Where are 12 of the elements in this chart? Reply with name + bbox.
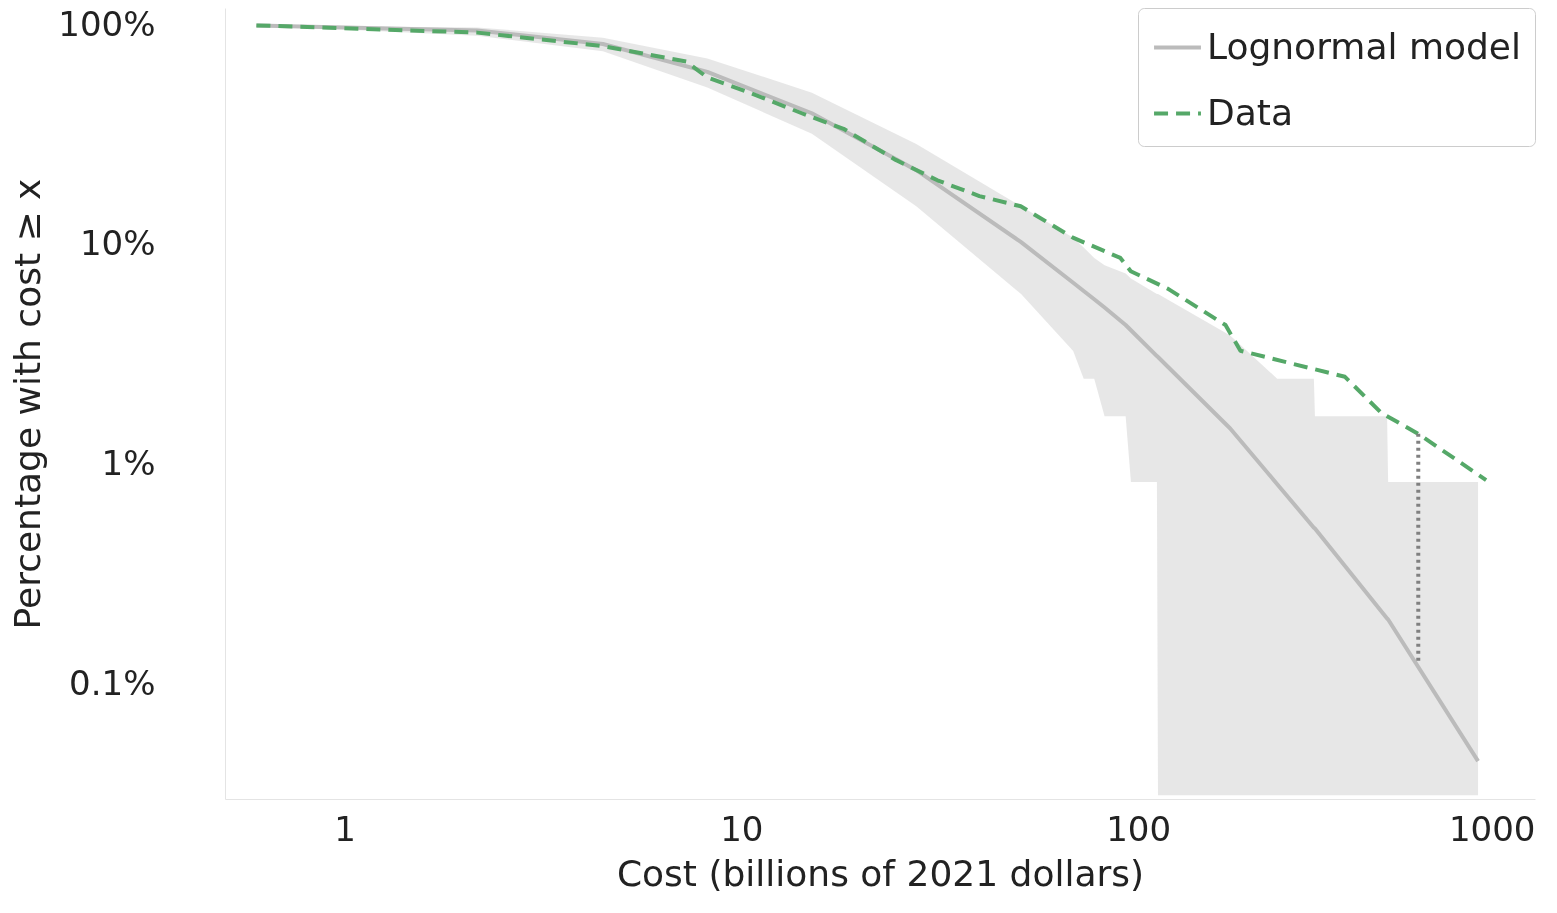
legend-label: Data (1207, 91, 1293, 133)
x-tick-label: 100 (1106, 808, 1172, 849)
y-axis-title: Percentage with cost ≥ x (7, 178, 49, 630)
x-axis-title: Cost (billions of 2021 dollars) (616, 852, 1145, 894)
y-tick-label: 1% (101, 443, 156, 484)
x-tick-label: 1 (334, 808, 356, 849)
legend-label: Lognormal model (1207, 25, 1521, 67)
y-tick-label: 0.1% (69, 662, 156, 703)
y-tick-label: 100% (58, 3, 156, 44)
x-tick-label: 10 (720, 808, 764, 849)
x-tick-label: 1000 (1448, 808, 1536, 849)
y-tick-label: 10% (79, 223, 156, 264)
